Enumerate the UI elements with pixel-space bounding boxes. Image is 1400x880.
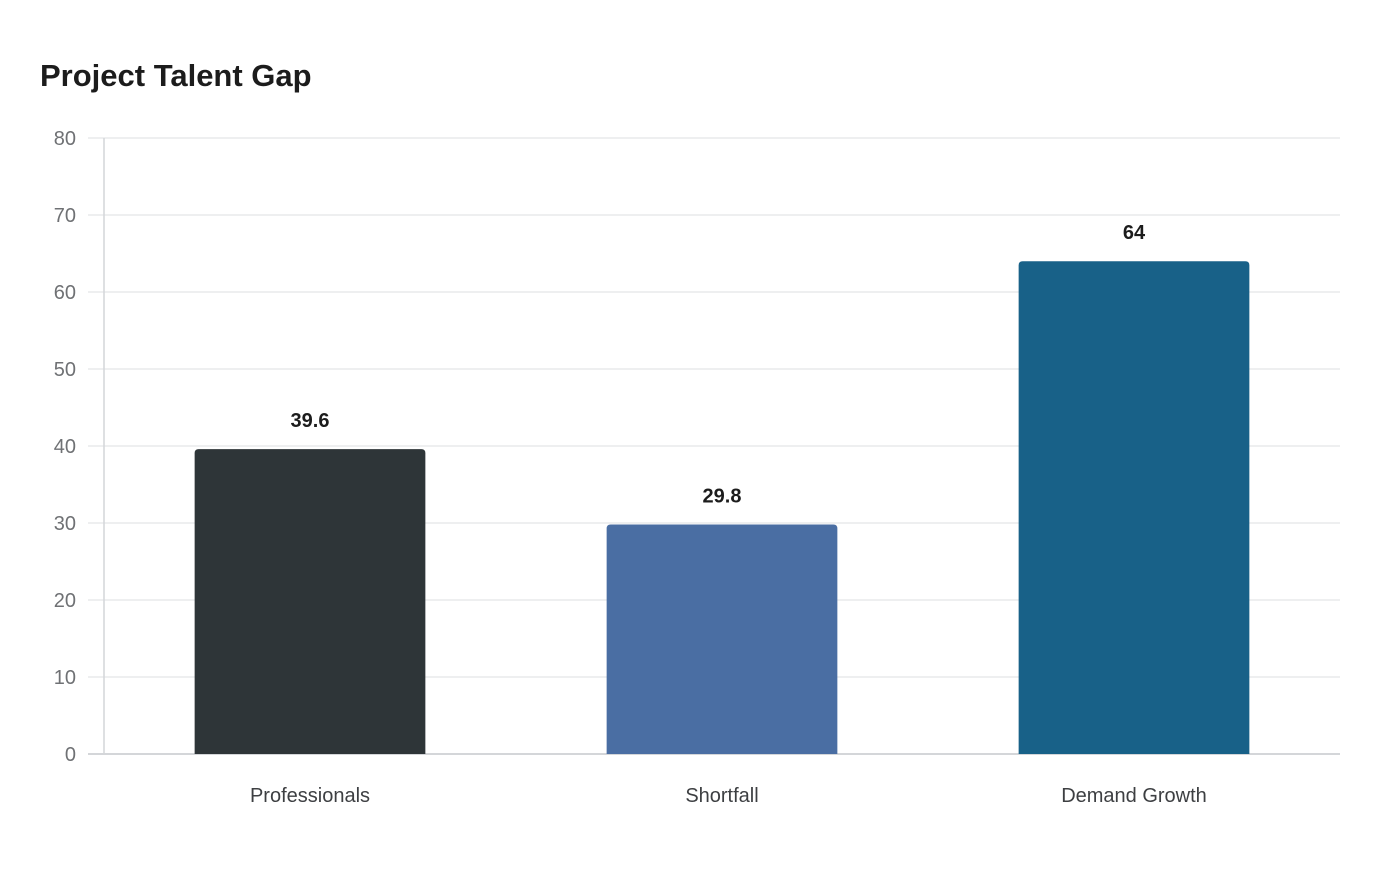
bar [194, 449, 426, 754]
category-label: Demand Growth [1061, 785, 1207, 807]
y-tick-label: 40 [54, 436, 76, 458]
bar [606, 524, 838, 754]
y-tick-label: 70 [54, 205, 76, 227]
y-tick-label: 30 [54, 513, 76, 535]
category-label: Shortfall [685, 785, 758, 807]
y-tick-label: 10 [54, 667, 76, 689]
y-tick-label: 60 [54, 282, 76, 304]
y-tick-label: 0 [65, 744, 76, 766]
data-label: 29.8 [703, 486, 742, 508]
y-tick-label: 20 [54, 590, 76, 612]
chart-title: Project Talent Gap [40, 58, 312, 93]
bar [1018, 261, 1250, 754]
category-label: Professionals [250, 785, 370, 807]
y-tick-label: 50 [54, 359, 76, 381]
data-label: 39.6 [291, 410, 330, 432]
data-label: 64 [1123, 222, 1146, 244]
y-tick-label: 80 [54, 128, 76, 150]
